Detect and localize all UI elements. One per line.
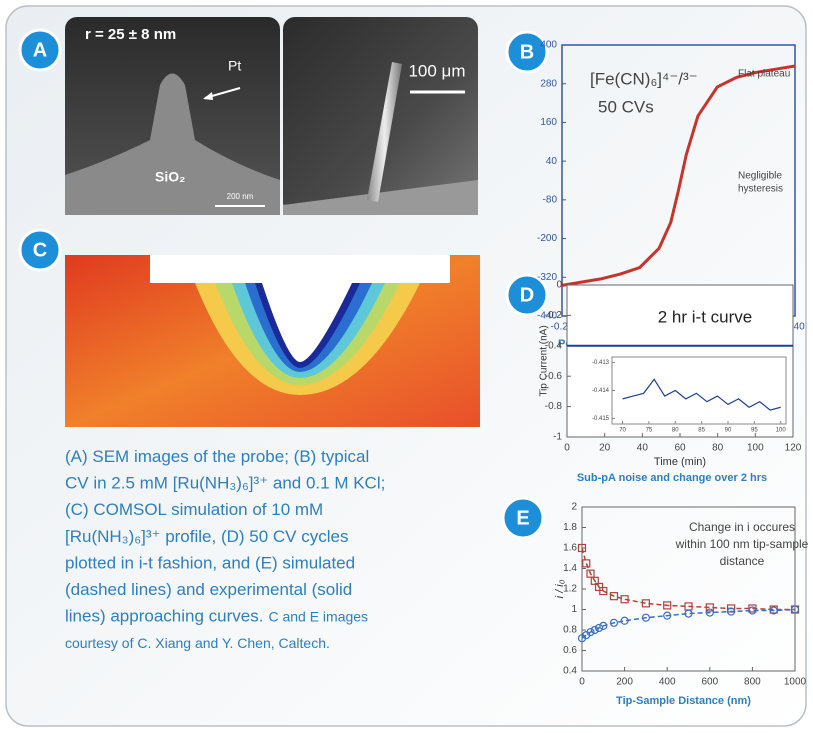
tip-label: Pt — [228, 58, 241, 74]
y-tick-label: 280 — [540, 78, 557, 89]
y-tick-label: 0.8 — [563, 625, 577, 636]
caption-text: lines) approaching curves. — [65, 607, 263, 626]
annotation: distance — [720, 554, 765, 568]
x-axis-label: Tip-Sample Distance (nm) — [616, 695, 751, 707]
y-tick-label: -80 — [543, 194, 558, 205]
annotation: [Fe(CN)₆]⁴⁻/³⁻ — [590, 69, 698, 88]
caption-line: [Ru(NH₃)₆]³⁺ profile, (D) 50 CV cycles — [65, 527, 348, 546]
caption-text: CV in 2.5 mM [Ru(NH₃)₆]³⁺ and 0.1 M KCl; — [65, 474, 385, 493]
y-tick-label: 1.8 — [563, 522, 577, 533]
radius-label: r = 25 ± 8 nm — [85, 26, 176, 43]
panel-label: E — [516, 507, 529, 529]
panel-label: B — [520, 41, 534, 63]
inset-x-tick-label: 90 — [725, 428, 732, 434]
inset-y-tick-label: -0.413 — [592, 360, 610, 366]
x-tick-label: 120 — [785, 443, 802, 454]
base-label: SiO₂ — [155, 169, 185, 185]
y-tick-label: 1.6 — [563, 543, 577, 554]
caption-line: (C) COMSOL simulation of 10 mM — [65, 501, 323, 520]
annotation: Negligible — [738, 171, 782, 182]
annotation: 50 CVs — [598, 97, 654, 116]
surface — [150, 255, 450, 283]
subtitle: Sub-pA noise and change over 2 hrs — [577, 472, 767, 484]
panel-label: A — [33, 39, 47, 61]
x-tick-label: 100 — [747, 443, 764, 454]
annotation: hysteresis — [738, 184, 783, 195]
x-axis-label: Time (min) — [654, 456, 706, 468]
scale-label: 200 nm — [227, 192, 254, 201]
inset-y-tick-label: -0.414 — [592, 388, 610, 394]
inset-y-tick-label: -0.415 — [592, 416, 610, 422]
caption-line: (dashed lines) and experimental (solid — [65, 580, 352, 599]
x-tick-label: 60 — [674, 443, 686, 454]
y-tick-label: -0.2 — [545, 310, 563, 321]
y-tick-label: 2 — [571, 502, 577, 513]
y-tick-label: 400 — [540, 40, 557, 51]
x-tick-label: 800 — [744, 677, 761, 688]
caption-text: (C) COMSOL simulation of 10 mM — [65, 501, 323, 520]
x-tick-label: 80 — [712, 443, 724, 454]
y-tick-label: -0.8 — [545, 401, 563, 412]
y-axis-label: i / i₀ — [554, 579, 566, 598]
x-tick-label: 600 — [701, 677, 718, 688]
credit-text: C and E images — [268, 608, 368, 624]
credit-line: courtesy of C. Xiang and Y. Chen, Caltec… — [65, 635, 330, 651]
x-tick-label: 200 — [616, 677, 633, 688]
x-tick-label: 0 — [564, 443, 570, 454]
panel-label: D — [520, 284, 534, 306]
caption-line: plotted in i-t fashion, and (E) simulate… — [65, 554, 355, 573]
y-tick-label: -1 — [553, 432, 562, 443]
x-tick-label: 400 — [659, 677, 676, 688]
y-tick-label: -200 — [537, 233, 557, 244]
annotation: 2 hr i-t curve — [658, 307, 752, 326]
x-tick-label: 1000 — [784, 677, 807, 688]
x-tick-label: 20 — [599, 443, 611, 454]
annotation: Flat plateau — [738, 69, 790, 80]
y-tick-label: -320 — [537, 272, 557, 283]
y-tick-label: 0.6 — [563, 645, 577, 656]
caption-line: (A) SEM images of the probe; (B) typical — [65, 447, 369, 466]
inset-x-tick-label: 70 — [619, 428, 626, 434]
inset-x-tick-label: 80 — [672, 428, 679, 434]
y-tick-label: 0.4 — [563, 666, 577, 677]
panel-label: C — [33, 239, 47, 261]
inset-x-tick-label: 95 — [751, 428, 758, 434]
inset-x-tick-label: 75 — [646, 428, 653, 434]
inset-x-tick-label: 85 — [698, 428, 705, 434]
figure: r = 25 ± 8 nm Pt SiO₂ 200 nm 100 μm A B C D… — [0, 0, 813, 733]
y-tick-label: 1 — [571, 604, 577, 615]
y-tick-label: 0 — [556, 280, 562, 291]
caption-line: CV in 2.5 mM [Ru(NH₃)₆]³⁺ and 0.1 M KCl; — [65, 474, 385, 493]
caption-text: (A) SEM images of the probe; (B) typical — [65, 447, 369, 466]
y-tick-label: 40 — [546, 156, 558, 167]
annotation: Change in i occures — [689, 520, 795, 534]
annotation: within 100 nm tip-sample — [675, 537, 809, 551]
y-tick-label: 160 — [540, 117, 557, 128]
caption-text: plotted in i-t fashion, and (E) simulate… — [65, 554, 355, 573]
caption-text: (dashed lines) and experimental (solid — [65, 580, 352, 599]
scale-label: 100 μm — [408, 61, 465, 80]
x-tick-label: 0 — [579, 677, 585, 688]
y-axis-label: Tip Current (nA) — [539, 325, 550, 396]
inset-x-tick-label: 100 — [776, 428, 787, 434]
y-tick-label: 1.4 — [563, 563, 577, 574]
x-tick-label: 40 — [637, 443, 649, 454]
caption-text: [Ru(NH₃)₆]³⁺ profile, (D) 50 CV cycles — [65, 527, 348, 546]
caption-line: lines) approaching curves. C and E images — [65, 607, 368, 626]
inset-area — [612, 357, 786, 424]
